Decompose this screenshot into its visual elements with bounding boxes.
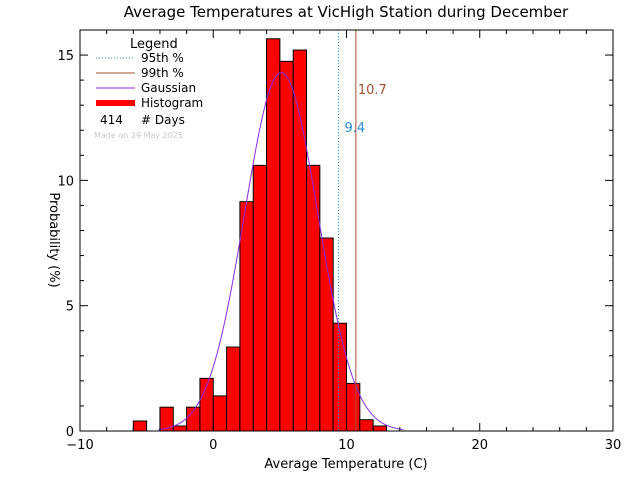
y-tick-label: 0: [66, 425, 74, 440]
histogram-bar: [292, 49, 308, 432]
x-tick-label: 10: [338, 438, 355, 453]
days-label: # Days: [141, 113, 185, 127]
histogram-bar: [372, 425, 387, 432]
days-count: 414: [100, 113, 123, 127]
histogram-bar: [359, 419, 374, 432]
legend-item-label: 99th %: [141, 66, 184, 80]
histogram-bar: [252, 164, 268, 432]
gaussian-curve: [158, 72, 404, 431]
histogram-bar: [212, 395, 228, 432]
percentile-95-label: 9.4: [345, 121, 366, 136]
legend-item-label: 95th %: [141, 51, 184, 65]
histogram-bar: [279, 60, 294, 432]
histogram-bar: [239, 201, 254, 432]
legend-item-label: Histogram: [141, 96, 203, 110]
histogram-bar: [172, 425, 188, 432]
y-axis-label: Probability (%): [46, 192, 61, 287]
y-tick-label: 15: [57, 49, 74, 64]
histogram-bar: [332, 322, 347, 432]
x-tick-label: −10: [66, 438, 93, 453]
x-tick-label: 0: [209, 438, 217, 453]
chart-title: Average Temperatures at VicHigh Station …: [124, 3, 569, 21]
watermark: Made on 29 May 2025: [94, 131, 183, 140]
x-tick-label: 30: [605, 438, 622, 453]
y-tick-label: 10: [57, 174, 74, 189]
legend-item-label: Gaussian: [141, 81, 196, 95]
percentile-99-label: 10.7: [358, 83, 387, 98]
legend-title: Legend: [130, 37, 178, 52]
y-tick-label: 5: [66, 300, 74, 315]
x-axis-label: Average Temperature (C): [264, 457, 427, 472]
x-tick-label: 20: [471, 438, 488, 453]
histogram-bar: [226, 346, 241, 432]
histogram-bar: [266, 38, 281, 432]
histogram-bar: [306, 164, 321, 432]
histogram-bar: [132, 420, 148, 432]
